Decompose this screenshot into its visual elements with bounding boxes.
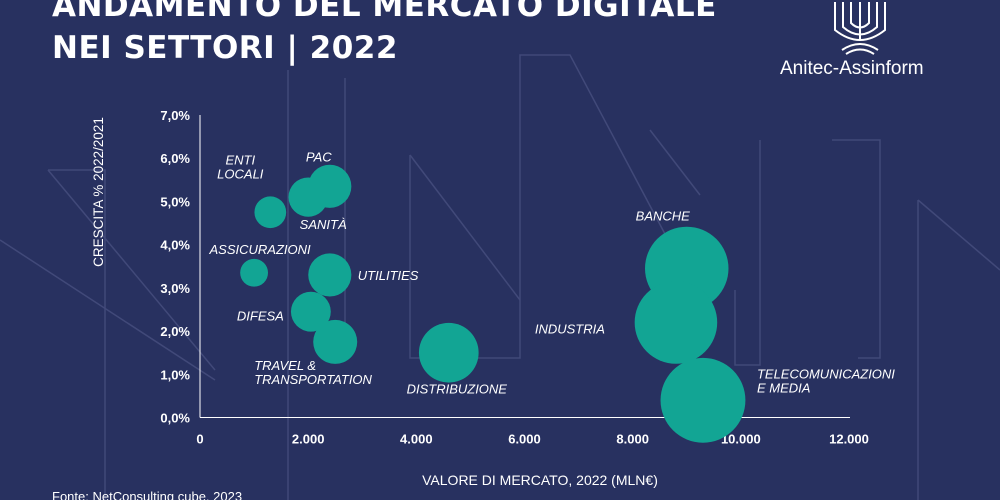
bubble bbox=[308, 253, 352, 297]
bubble-label: PAC bbox=[306, 149, 332, 164]
bubble bbox=[254, 196, 287, 229]
x-tick-label: 10.000 bbox=[721, 432, 761, 447]
bubble bbox=[634, 281, 718, 364]
bubble-label: UTILITIES bbox=[358, 268, 419, 283]
x-axis-title: VALORE DI MERCATO, 2022 (MLN€) bbox=[422, 472, 658, 488]
bubble bbox=[290, 291, 331, 332]
brand-name: Anitec-Assinform bbox=[780, 58, 924, 79]
bubble-label: BANCHE bbox=[636, 208, 691, 223]
bubble bbox=[313, 319, 358, 364]
bubble-label: ENTI LOCALI bbox=[217, 152, 264, 181]
source-note: Fonte: NetConsulting cube, 2023 bbox=[52, 489, 243, 500]
bubble-label: TRAVEL & TRANSPORTATION bbox=[254, 358, 372, 387]
bubbles bbox=[240, 164, 746, 443]
y-axis-title: CRESCITA % 2022/2021 bbox=[91, 117, 106, 267]
x-tick-label: 6.000 bbox=[508, 432, 541, 447]
y-tick-label: 5,0% bbox=[160, 194, 190, 209]
bubble-labels: PAC SANITÀ ENTI LOCALI ASSICURAZIONI UTILITIE… bbox=[209, 149, 896, 396]
y-axis: -2,0% 0,0% 1,0% 2,0% 3,0% 4,0% 5,0% 6,0% 7,0% bbox=[156, 108, 190, 500]
association-logo-icon bbox=[834, 2, 886, 55]
y-tick-label: 3,0% bbox=[160, 281, 190, 296]
y-tick-label: 7,0% bbox=[160, 108, 190, 123]
page-title-line-1: ANDAMENTO DEL MERCATO DIGITALE bbox=[52, 0, 717, 24]
y-tick-label: -2,0% bbox=[156, 497, 190, 500]
bubble-label: SANITÀ bbox=[300, 217, 347, 232]
bubble-label: ASSICURAZIONI bbox=[209, 242, 312, 257]
x-tick-label: 8.000 bbox=[616, 432, 649, 447]
bubble-label: TELECOMUNICAZIONI E MEDIA bbox=[757, 366, 895, 395]
x-tick-label: 12.000 bbox=[829, 432, 869, 447]
bubble bbox=[240, 258, 268, 287]
x-axis: 0 2.000 4.000 6.000 8.000 10.000 12.000 bbox=[196, 432, 869, 447]
y-tick-label: 2,0% bbox=[160, 324, 190, 339]
y-tick-label: 6,0% bbox=[160, 151, 190, 166]
y-tick-label: 4,0% bbox=[160, 238, 190, 253]
y-tick-label: 0,0% bbox=[160, 411, 190, 426]
x-tick-label: 4.000 bbox=[400, 432, 433, 447]
bubble-label: DISTRIBUZIONE bbox=[407, 382, 508, 397]
page-title-line-2: NEI SETTORI | 2022 bbox=[52, 30, 398, 66]
x-tick-label: 0 bbox=[196, 432, 203, 447]
bubble-label: DIFESA bbox=[237, 309, 284, 324]
bubble bbox=[418, 322, 479, 383]
x-tick-label: 2.000 bbox=[292, 432, 325, 447]
bubble bbox=[660, 357, 746, 443]
y-tick-label: 1,0% bbox=[160, 367, 190, 382]
bubble-label: INDUSTRIA bbox=[535, 321, 605, 336]
bubble bbox=[288, 177, 328, 217]
